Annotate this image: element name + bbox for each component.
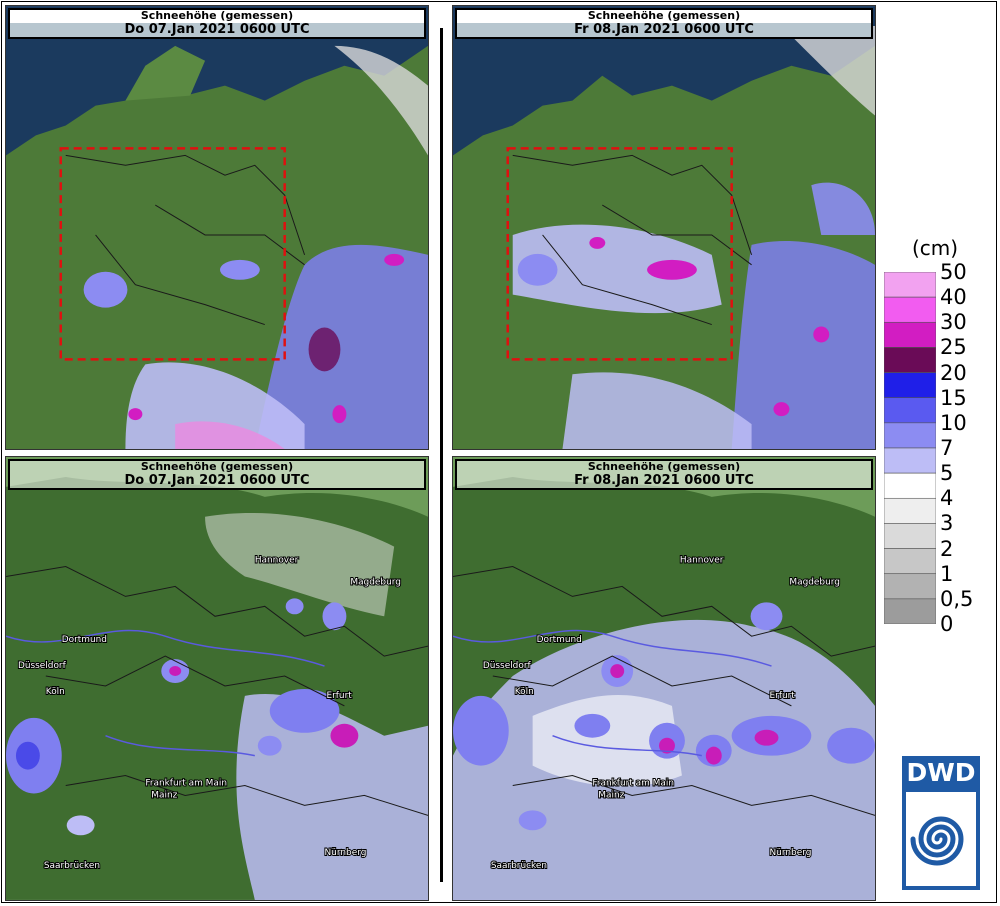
legend-label: 30 xyxy=(940,310,967,335)
city-label: Mainz xyxy=(598,790,624,800)
city-label: Hannover xyxy=(680,556,724,566)
legend-swatch xyxy=(884,472,936,499)
panel-divider xyxy=(440,28,443,882)
city-label: Nürnberg xyxy=(324,848,366,858)
legend-swatch xyxy=(884,397,936,424)
legend-label: 20 xyxy=(940,360,967,385)
legend-label: 3 xyxy=(940,511,954,536)
legend-label: 2 xyxy=(940,536,954,561)
map-germany-thu xyxy=(6,6,428,449)
map-zoom-fri: Hannover Magdeburg Dortmund Düsseldorf K… xyxy=(453,457,875,900)
panel-title: Schneehöhe (gemessen) Fr 08.Jan 2021 060… xyxy=(455,459,873,490)
legend-label: 4 xyxy=(940,486,954,511)
legend-swatch xyxy=(884,422,936,449)
legend-label: 15 xyxy=(940,385,967,410)
legend-label: 50 xyxy=(940,260,967,284)
title-line: Schneehöhe (gemessen) xyxy=(587,9,741,22)
legend-label: 25 xyxy=(940,335,967,360)
city-label: Köln xyxy=(515,687,534,697)
legend-swatch xyxy=(884,347,936,373)
legend-swatch xyxy=(884,598,936,624)
date-line: Fr 08.Jan 2021 0600 UTC xyxy=(574,473,754,488)
city-label: Magdeburg xyxy=(350,577,401,587)
legend-swatch xyxy=(884,523,936,549)
city-label: Mainz xyxy=(151,790,177,800)
city-label: Nürnberg xyxy=(770,848,812,858)
logo-emblem xyxy=(906,792,976,886)
legend-label: 1 xyxy=(940,561,954,586)
legend-swatch xyxy=(884,321,936,348)
city-label: Frankfurt am Main xyxy=(145,778,227,788)
map-zoom-thu: Hannover Magdeburg Dortmund Düsseldorf K… xyxy=(6,457,428,900)
city-label: Düsseldorf xyxy=(483,661,532,671)
legend-swatch xyxy=(884,573,936,600)
panel-title: Schneehöhe (gemessen) Fr 08.Jan 2021 060… xyxy=(455,8,873,39)
legend-label: 40 xyxy=(940,285,967,310)
city-label: Magdeburg xyxy=(789,577,840,587)
city-label: Köln xyxy=(46,687,65,697)
legend-swatch xyxy=(884,272,936,298)
logo-text: DWD xyxy=(906,758,976,787)
date-line: Do 07.Jan 2021 0600 UTC xyxy=(124,473,310,488)
city-label: Dortmund xyxy=(62,635,107,645)
city-label: Erfurt xyxy=(770,691,796,701)
legend-label: 5 xyxy=(940,461,954,486)
panel-title: Schneehöhe (gemessen) Do 07.Jan 2021 060… xyxy=(8,459,426,490)
map-panel-zoom-thu: Hannover Magdeburg Dortmund Düsseldorf K… xyxy=(5,456,429,901)
legend-label: 10 xyxy=(940,410,967,435)
panel-title: Schneehöhe (gemessen) Do 07.Jan 2021 060… xyxy=(8,8,426,39)
title-line: Schneehöhe (gemessen) xyxy=(140,9,294,22)
city-label: Erfurt xyxy=(326,691,352,701)
city-label: Saarbrücken xyxy=(491,861,547,871)
legend-swatch xyxy=(884,372,936,399)
city-label: Düsseldorf xyxy=(18,661,67,671)
legend-label: 0 xyxy=(940,612,954,636)
date-line: Do 07.Jan 2021 0600 UTC xyxy=(10,23,424,37)
map-panel-germany-thu: Schneehöhe (gemessen) Do 07.Jan 2021 060… xyxy=(5,5,429,450)
map-panel-germany-fri: Schneehöhe (gemessen) Fr 08.Jan 2021 060… xyxy=(452,5,876,450)
legend-label: 7 xyxy=(940,436,954,460)
title-line: Schneehöhe (gemessen) xyxy=(587,460,741,473)
city-label: Dortmund xyxy=(537,635,582,645)
legend-colorbar xyxy=(884,272,936,624)
legend-swatch xyxy=(884,447,936,474)
legend-swatch xyxy=(884,296,936,323)
city-label: Hannover xyxy=(255,556,299,566)
date-line: Fr 08.Jan 2021 0600 UTC xyxy=(457,23,871,37)
legend-swatch xyxy=(884,497,936,524)
city-label: Saarbrücken xyxy=(44,861,100,871)
map-panel-zoom-fri: Hannover Magdeburg Dortmund Düsseldorf K… xyxy=(452,456,876,901)
city-label: Frankfurt am Main xyxy=(592,778,674,788)
legend-swatch xyxy=(884,548,936,575)
swirl-icon xyxy=(910,816,964,866)
map-germany-fri xyxy=(453,6,875,449)
legend-unit: (cm) xyxy=(912,236,959,260)
legend-label: 0,5 xyxy=(940,586,974,611)
title-line: Schneehöhe (gemessen) xyxy=(140,460,294,473)
dwd-logo: DWD xyxy=(902,756,980,890)
